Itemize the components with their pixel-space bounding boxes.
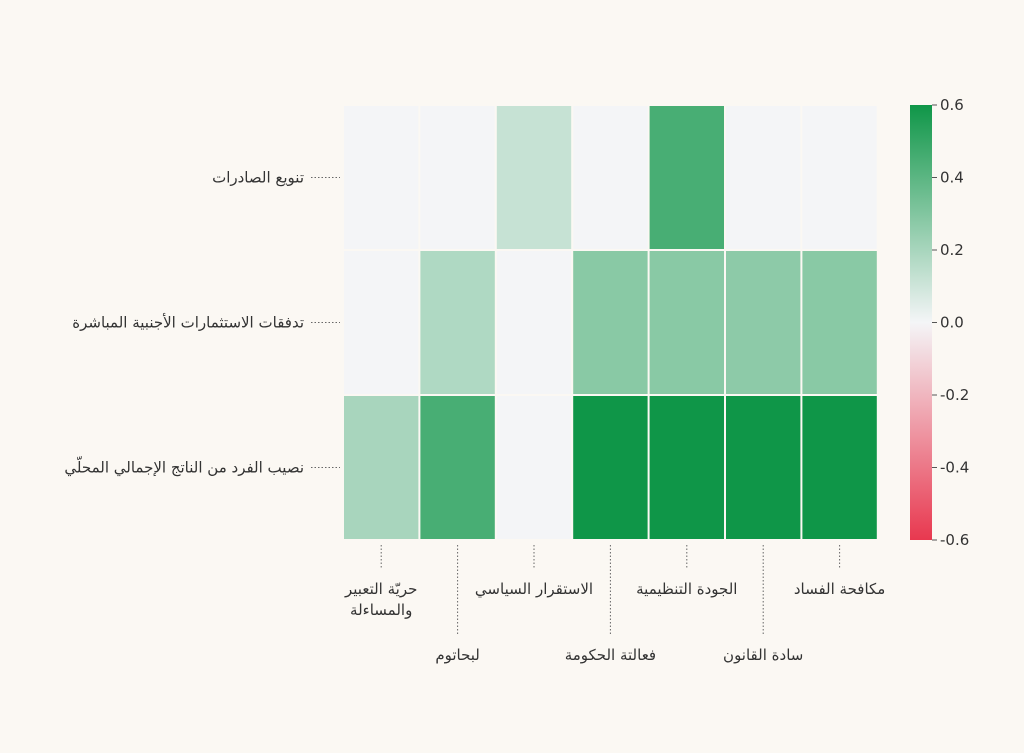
heatmap-cell [496, 251, 572, 394]
colorbar: 0.6 0.4 0.2 0.0 -0.2 -0.4 -0.6 [910, 96, 969, 549]
heatmap-cell [802, 106, 877, 249]
row-labels: تنويع الصادرات تدفقات الاستثمارات الأجنبي… [64, 169, 340, 478]
heatmap-cell [573, 251, 648, 394]
row-label: تدفقات الاستثمارات الأجنبية المباشرة [72, 313, 304, 332]
heatmap-cell [649, 396, 724, 539]
heatmap-cell [726, 251, 801, 394]
row-label: نصيب الفرد من الناتج الإجمالي المحلّي [64, 456, 304, 477]
heatmap-cell [802, 251, 877, 394]
heatmap-cell [573, 106, 648, 249]
heatmap-cell [726, 106, 801, 249]
colorbar-gradient [910, 105, 932, 540]
colorbar-tick-label: -0.2 [940, 386, 969, 404]
heatmap-cell [344, 396, 419, 539]
heatmap-cell [420, 106, 495, 249]
heatmap-cell [344, 106, 419, 249]
column-labels: حريّة التعبير والمساءلة لبحاتوم الاستقرار ا… [344, 545, 885, 664]
column-label: فعالتة الحكومة [565, 646, 656, 664]
heatmap-cell [496, 106, 572, 249]
column-label: الجودة التنظيمية [636, 580, 737, 598]
colorbar-tick-label: -0.6 [940, 531, 969, 549]
heatmap-cell [726, 396, 801, 539]
column-label: مكافحة الفساد [794, 580, 886, 598]
heatmap-cell [649, 106, 724, 249]
column-label: حريّة التعبير والمساءلة [344, 580, 417, 619]
heatmap-cell [496, 396, 572, 539]
row-label: تنويع الصادرات [212, 169, 304, 187]
column-label: سادة القانون [723, 646, 803, 664]
heatmap-cells [344, 106, 877, 539]
column-label: الاستقرار السياسي [475, 580, 593, 599]
colorbar-tick-label: 0.2 [940, 241, 964, 259]
heatmap-cell [802, 396, 877, 539]
colorbar-tick-label: 0.6 [940, 96, 964, 114]
heatmap-cell [420, 251, 495, 394]
heatmap-cell [573, 396, 648, 539]
heatmap-cell [420, 396, 495, 539]
heatmap-cell [649, 251, 724, 394]
heatmap-cell [344, 251, 419, 394]
colorbar-tick-label: 0.0 [940, 314, 964, 332]
colorbar-tick-label: -0.4 [940, 459, 969, 477]
column-label: لبحاتوم [435, 646, 480, 664]
colorbar-tick-label: 0.4 [940, 169, 964, 187]
